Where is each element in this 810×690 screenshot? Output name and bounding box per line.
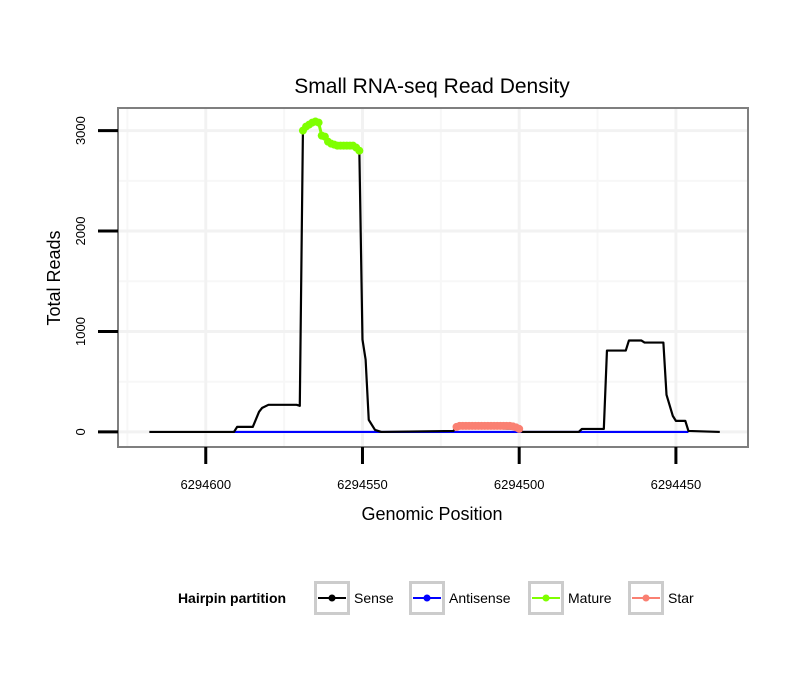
plot-panel (118, 108, 748, 447)
legend: Hairpin partition Sense Antisense Mature St… (178, 581, 694, 615)
mature-point (314, 118, 323, 127)
x-tick-label: 6294500 (494, 477, 545, 492)
x-axis-label: Genomic Position (361, 504, 502, 524)
legend-item-star: Star (628, 581, 694, 615)
legend-key-point (328, 594, 336, 602)
x-tick-label: 6294600 (180, 477, 231, 492)
y-tick-label: 1000 (73, 317, 88, 346)
legend-key-point (423, 594, 431, 602)
legend-item-mature: Mature (528, 581, 612, 615)
legend-item-sense: Sense (314, 581, 394, 615)
y-tick-label: 3000 (73, 116, 88, 145)
legend-label: Antisense (449, 590, 511, 606)
mature-point (355, 146, 364, 155)
legend-key-point (542, 594, 550, 602)
chart-title: Small RNA-seq Read Density (294, 75, 570, 98)
legend-item-antisense: Antisense (409, 581, 511, 615)
x-tick-label: 6294450 (651, 477, 702, 492)
legend-title: Hairpin partition (178, 590, 286, 606)
series-layer (149, 117, 720, 434)
plot-border (117, 107, 749, 448)
legend-label: Mature (568, 590, 612, 606)
star-point (515, 424, 524, 433)
legend-key-point (642, 594, 650, 602)
y-tick-label: 0 (73, 428, 88, 435)
legend-label: Sense (354, 590, 394, 606)
y-tick-label: 2000 (73, 217, 88, 246)
y-axis-label: Total Reads (44, 230, 64, 325)
legend-label: Star (668, 590, 694, 606)
x-tick-label: 6294550 (337, 477, 388, 492)
axes: 6294600 6294550 6294500 6294450 0 1000 2000 300… (73, 116, 701, 492)
